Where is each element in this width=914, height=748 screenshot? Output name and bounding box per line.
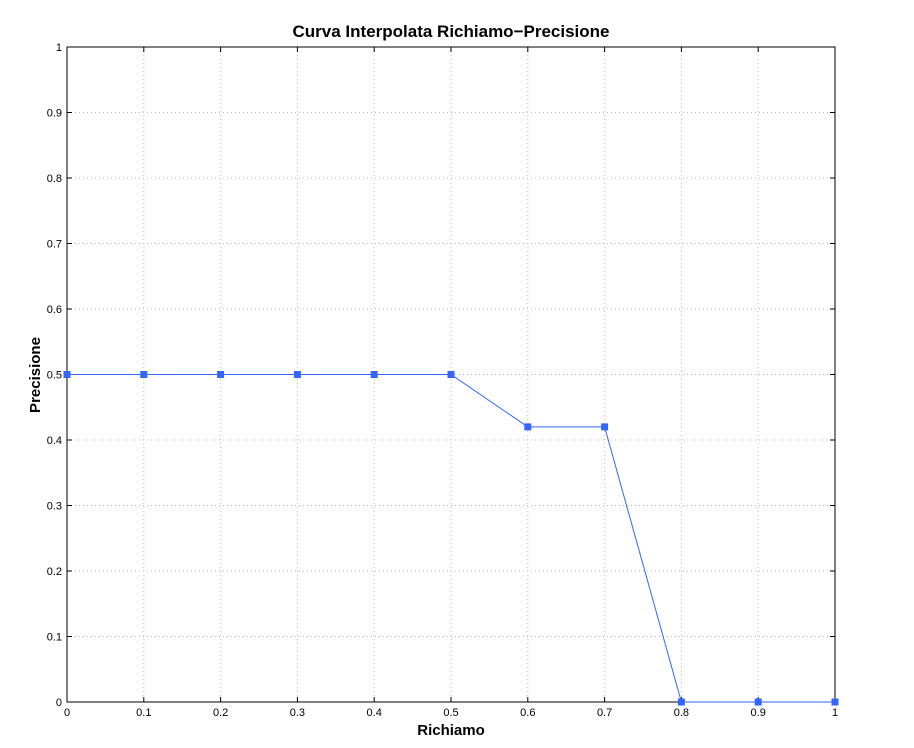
y-tick-label: 0.7 [47,239,62,251]
y-tick-label: 0.4 [47,435,62,447]
data-point-marker [754,698,762,706]
x-tick-label: 0.3 [290,707,305,719]
x-tick-label: 0.4 [367,707,382,719]
series-layer [63,371,839,706]
x-axis-label: Richiamo [417,722,485,739]
data-point-marker [370,371,378,378]
data-point-marker [677,698,685,706]
y-tick-label: 0.3 [47,501,62,513]
data-point-marker [140,371,148,378]
y-tick-label: 0.9 [47,108,62,120]
x-tick-label: 1 [832,707,838,719]
y-tick-label: 0.2 [47,566,62,578]
data-point-marker [447,371,455,378]
x-tick-label: 0.9 [751,707,766,719]
data-point-marker [524,423,532,431]
y-tick-label: 0.1 [47,632,62,644]
data-point-marker [831,698,839,706]
x-tick-label: 0.2 [213,707,228,719]
y-tick-label: 0 [56,697,62,709]
y-tick-label: 0.8 [47,173,62,185]
data-point-marker [63,371,71,378]
chart-title: Curva Interpolata Richiamo−Precisione [293,22,610,41]
tick-layer: 0 0.1 0.2 0.3 0.4 0.5 0.6 0.7 0.8 0.9 1 0 0.1 0.2 0.3 0… [47,42,838,719]
x-tick-label: 0.5 [443,707,458,719]
x-tick-label: 0.6 [520,707,535,719]
x-tick-label: 0.8 [674,707,689,719]
y-tick-label: 0.6 [47,304,62,316]
y-tick-label: 1 [56,42,62,54]
y-tick-label: 0.5 [47,370,62,382]
y-axis-label: Precisione [27,337,44,413]
x-tick-label: 0.1 [136,707,151,719]
x-tick-label: 0.7 [597,707,612,719]
x-tick-label: 0 [64,707,70,719]
data-point-marker [601,423,609,431]
data-point-marker [217,371,225,378]
data-point-marker [293,371,301,378]
